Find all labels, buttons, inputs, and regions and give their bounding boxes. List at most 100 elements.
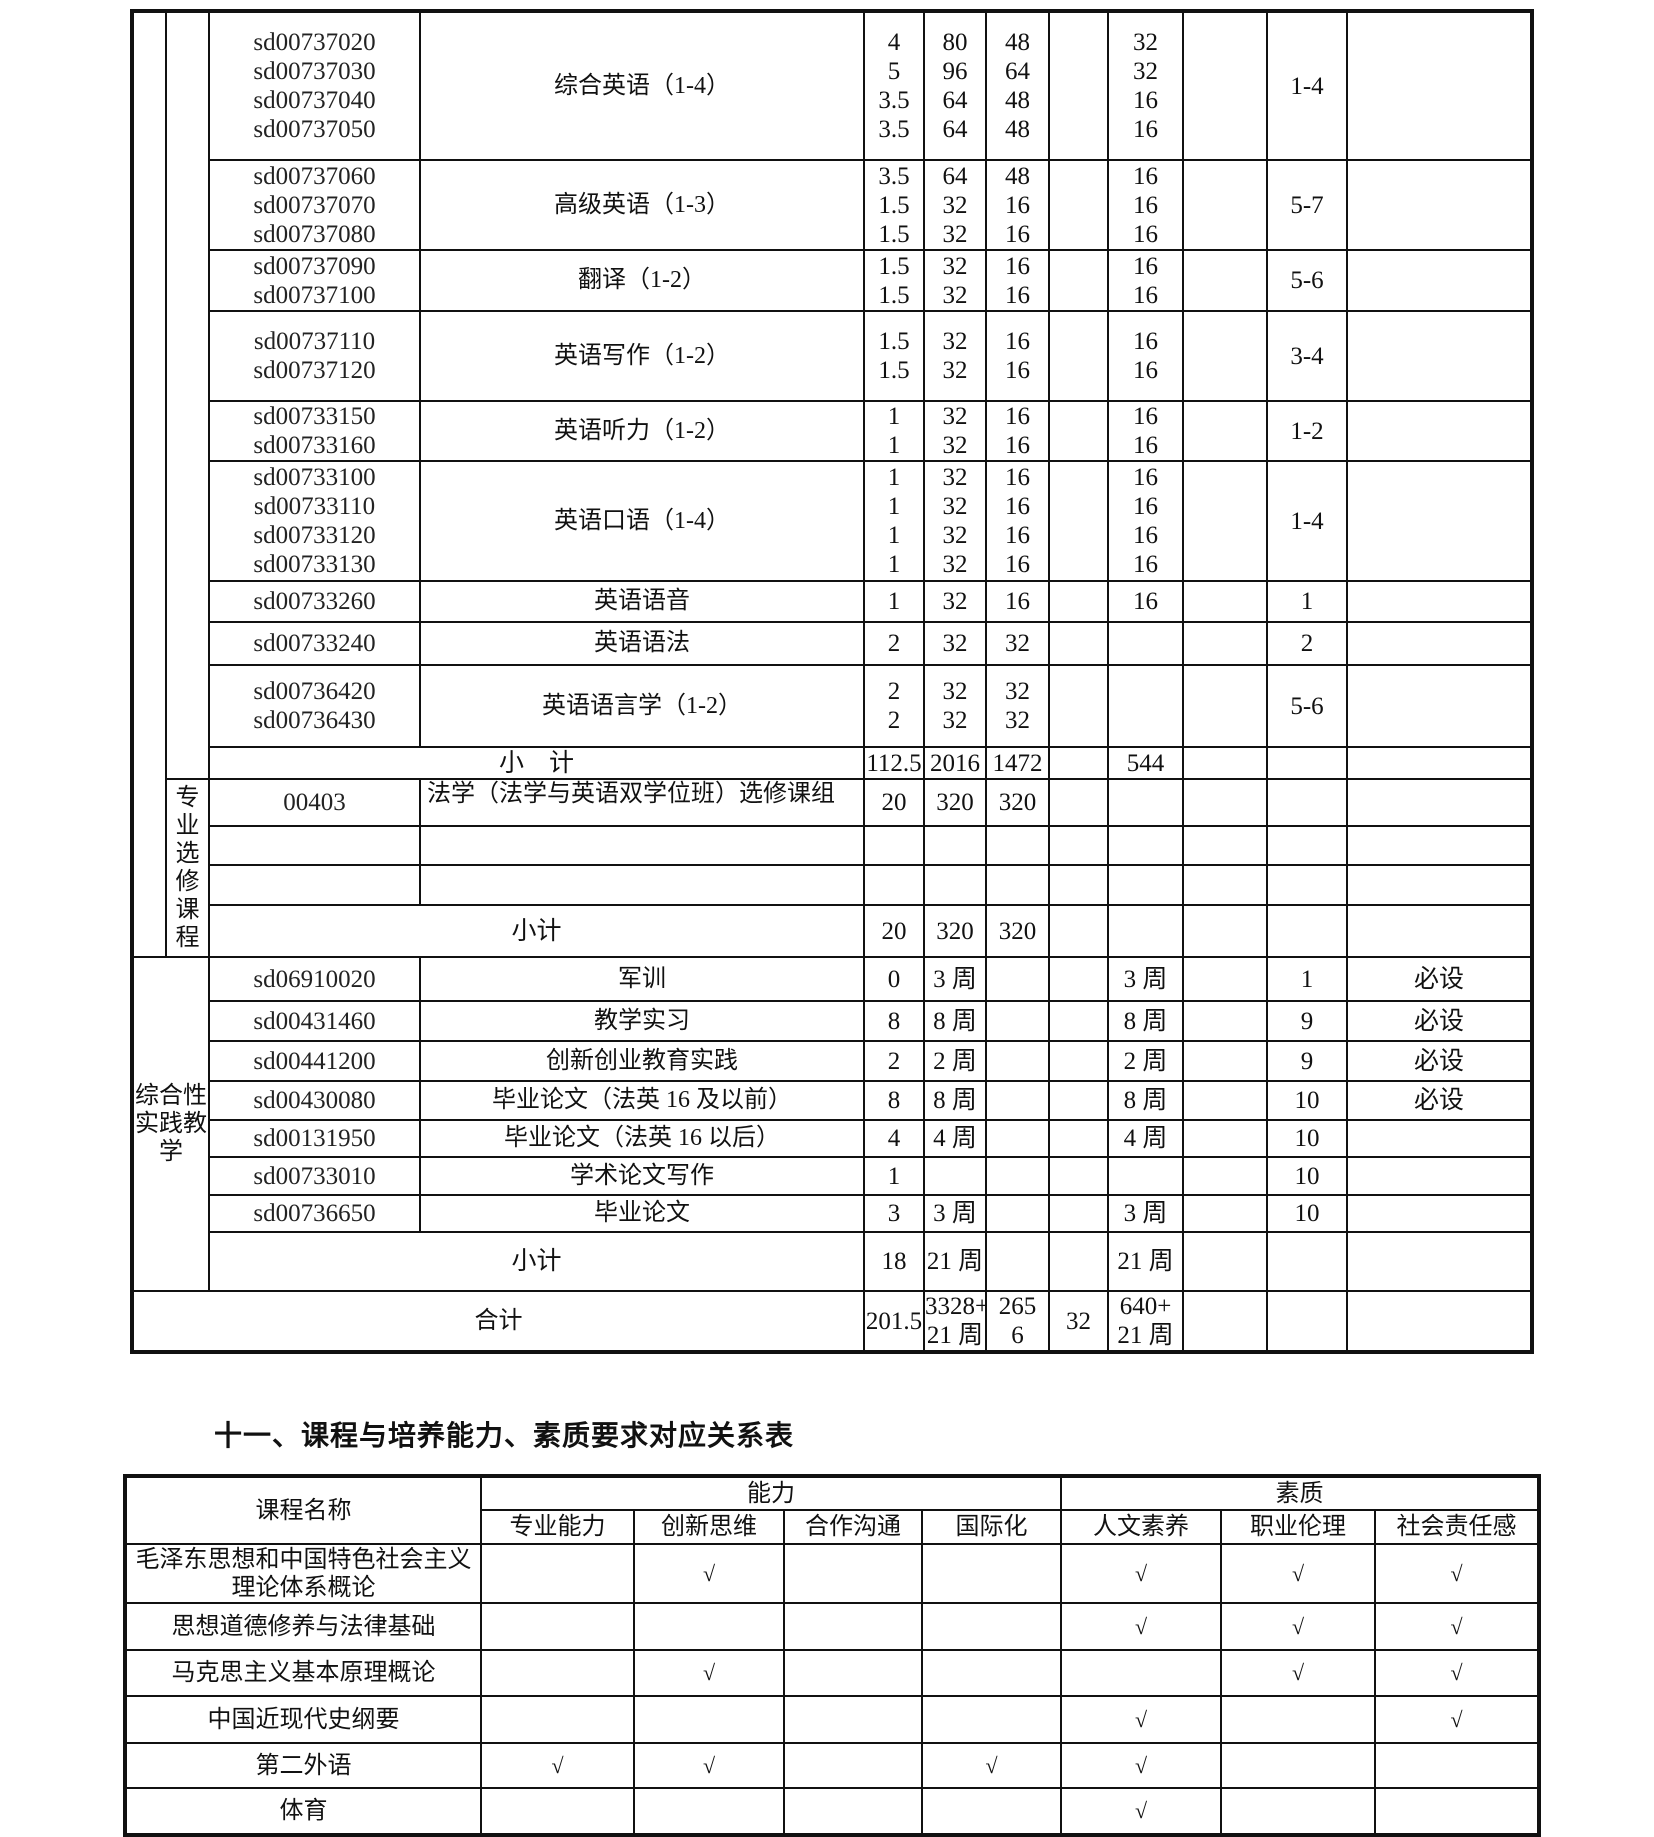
cell-credits: 8 <box>863 1000 925 1042</box>
cell-col9 <box>1182 1040 1268 1082</box>
cell-credits: 1.5 1.5 <box>863 310 925 402</box>
cell-col9 <box>1182 249 1268 312</box>
course-code: sd00430080 <box>208 1080 421 1121</box>
course-code <box>208 864 421 906</box>
cell-col9 <box>1182 1000 1268 1042</box>
course-name: 体育 <box>124 1787 482 1836</box>
quality-header: 素质 <box>1060 1475 1540 1511</box>
course-name: 法学（法学与英语双学位班）选修课组 <box>419 778 865 827</box>
check-mark-icon: √ <box>633 1543 785 1604</box>
course-code: sd00431460 <box>208 1000 421 1042</box>
cell-semester: 10 <box>1266 1080 1348 1121</box>
column-header: 职业伦理 <box>1220 1509 1376 1545</box>
cell-note: 必设 <box>1346 1000 1533 1042</box>
cell-semester: 2 <box>1266 621 1348 666</box>
course-code: sd00131950 <box>208 1119 421 1158</box>
course-code: sd00737110 sd00737120 <box>208 310 421 402</box>
course-name: 毕业论文 <box>419 1194 865 1233</box>
cell-lecture-hours: 16 16 <box>985 310 1050 402</box>
course-name: 综合英语（1-4） <box>419 10 865 161</box>
ability-header: 能力 <box>480 1475 1062 1511</box>
cell-note <box>1346 1194 1533 1233</box>
empty-cell <box>921 1602 1062 1651</box>
cell-col9 <box>1182 460 1268 582</box>
course-name: 中国近现代史纲要 <box>124 1695 482 1744</box>
course-code: sd06910020 <box>208 956 421 1002</box>
course-name <box>419 825 865 866</box>
empty-cell <box>921 1543 1062 1604</box>
cell-semester: 1-4 <box>1266 460 1348 582</box>
section-heading: 十一、课程与培养能力、素质要求对应关系表 <box>214 1421 795 1452</box>
total-label: 合计 <box>131 1290 865 1353</box>
cell-total-hours: 32 32 <box>923 400 987 462</box>
cell-note <box>1346 1231 1533 1292</box>
cell-lecture-hours: 16 16 16 16 <box>985 460 1050 582</box>
cell-lecture-hours: 32 <box>985 621 1050 666</box>
cell-note <box>1346 778 1533 827</box>
cell-semester: 5-7 <box>1266 159 1348 251</box>
cell-total-hours: 320 <box>923 904 987 958</box>
cell-credits: 18 <box>863 1231 925 1292</box>
empty-cell <box>783 1787 923 1836</box>
course-name: 英语语言学（1-2） <box>419 664 865 748</box>
cell-col7 <box>1048 400 1109 462</box>
check-mark-icon: √ <box>1060 1543 1222 1604</box>
empty-cell <box>480 1602 635 1651</box>
course-code: sd00736650 <box>208 1194 421 1233</box>
table-row: 合计 201.5 3328+ 21 周 265 6 32 640+ 21 周 <box>131 1290 1533 1353</box>
cell-practice-hours <box>1107 825 1184 866</box>
cell-total-hours: 80 96 64 64 <box>923 10 987 161</box>
empty-cell <box>1220 1695 1376 1744</box>
cell-lecture-hours <box>985 1231 1050 1292</box>
empty-cell <box>921 1649 1062 1697</box>
cell-practice-hours: 2 周 <box>1107 1040 1184 1082</box>
column-header: 合作沟通 <box>783 1509 923 1545</box>
course-code: sd00733150 sd00733160 <box>208 400 421 462</box>
empty-cell <box>633 1695 785 1744</box>
cell-practice-hours <box>1107 778 1184 827</box>
cell-note <box>1346 1119 1533 1158</box>
cell-col7 <box>1048 580 1109 623</box>
check-mark-icon: √ <box>1220 1649 1376 1697</box>
course-name-header: 课程名称 <box>124 1475 482 1545</box>
cell-credits: 1 1 <box>863 400 925 462</box>
check-mark-icon: √ <box>1060 1695 1222 1744</box>
cell-lecture-hours: 16 16 <box>985 249 1050 312</box>
cell-lecture-hours <box>985 1119 1050 1158</box>
cell-note <box>1346 400 1533 462</box>
table-row: 毛泽东思想和中国特色社会主义理论体系概论 √ √ √ √ <box>124 1543 1540 1604</box>
cell-col7 <box>1048 1040 1109 1082</box>
cell-credits: 20 <box>863 904 925 958</box>
cell-credits: 2 <box>863 621 925 666</box>
table-row: 小计 20 320 320 <box>132 904 1533 958</box>
cell-lecture-hours: 48 64 48 48 <box>985 10 1050 161</box>
cell-col7 <box>1048 249 1109 312</box>
cell-semester <box>1266 778 1348 827</box>
cell-semester: 1 <box>1266 580 1348 623</box>
course-code: sd00733100 sd00733110 sd00733120 sd00733… <box>208 460 421 582</box>
cell-note <box>1346 664 1533 748</box>
cell-credits: 1 <box>863 580 925 623</box>
empty-cell <box>1220 1787 1376 1836</box>
cell-note: 必设 <box>1346 956 1533 1002</box>
check-mark-icon: √ <box>1220 1543 1376 1604</box>
table-row: sd00737090 sd00737100 翻译（1-2） 1.5 1.5 32 32… <box>132 249 1533 312</box>
cell-note <box>1346 310 1533 402</box>
course-name: 毛泽东思想和中国特色社会主义理论体系概论 <box>124 1543 482 1604</box>
cell-col7 <box>1048 1119 1109 1158</box>
cell-lecture-hours: 320 <box>985 904 1050 958</box>
check-mark-icon: √ <box>1060 1787 1222 1836</box>
cell-semester: 10 <box>1266 1194 1348 1233</box>
course-name: 翻译（1-2） <box>419 249 865 312</box>
cell-semester <box>1266 864 1348 906</box>
cell-col9 <box>1182 1290 1268 1353</box>
cell-col9 <box>1182 1080 1268 1121</box>
cell-total-hours <box>923 825 987 866</box>
cell-note <box>1346 159 1533 251</box>
subtotal-label: 小 计 <box>208 746 865 780</box>
cell-semester <box>1266 904 1348 958</box>
cell-total-hours: 32 32 <box>923 249 987 312</box>
cell-practice-hours: 3 周 <box>1107 956 1184 1002</box>
column-header: 国际化 <box>921 1509 1062 1545</box>
cell-note <box>1346 10 1533 161</box>
